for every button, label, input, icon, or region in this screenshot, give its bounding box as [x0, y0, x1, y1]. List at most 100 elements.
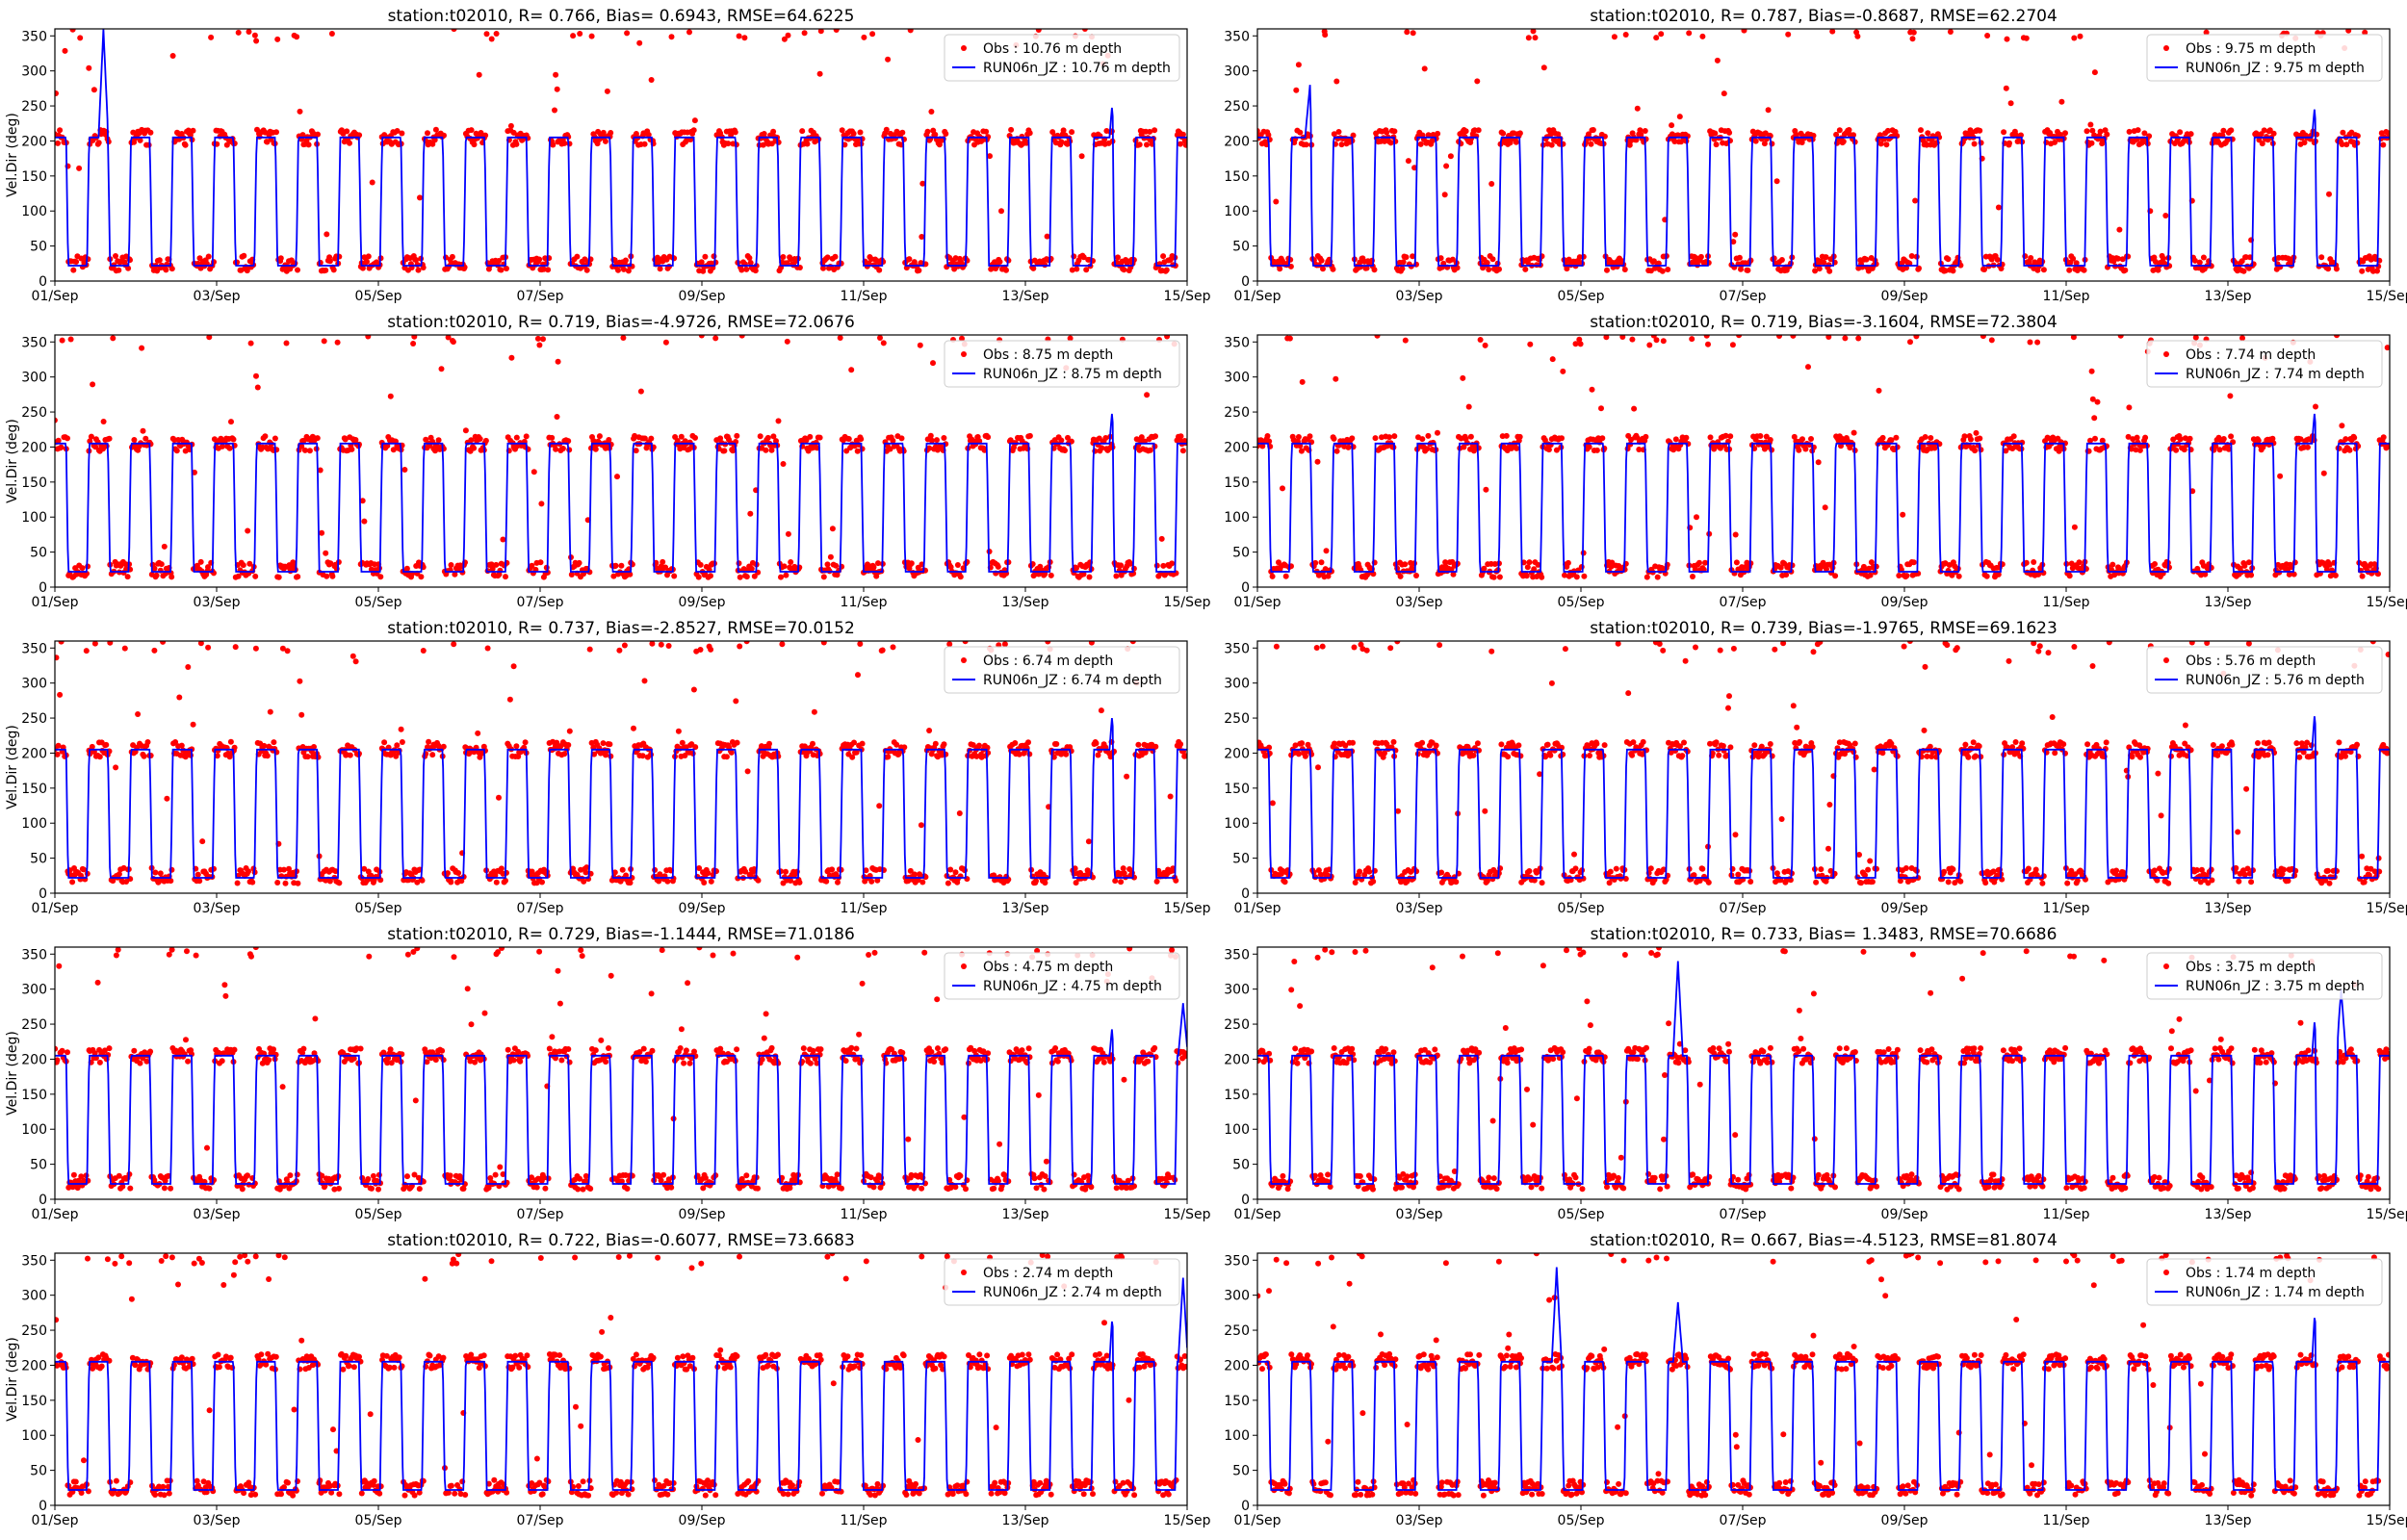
- obs-point: [2269, 435, 2276, 442]
- obs-point: [506, 696, 513, 703]
- obs-point: [1147, 128, 1153, 135]
- obs-point: [2225, 446, 2232, 452]
- obs-point: [816, 70, 823, 77]
- obs-point: [1580, 253, 1587, 260]
- obs-point: [796, 879, 803, 886]
- obs-point: [717, 435, 724, 442]
- obs-point: [413, 257, 419, 264]
- obs-point: [1058, 437, 1065, 444]
- obs-point: [1410, 253, 1416, 260]
- obs-point: [832, 253, 839, 260]
- obs-point: [763, 447, 769, 453]
- obs-point: [219, 443, 225, 449]
- obs-point: [1173, 877, 1179, 884]
- obs-point: [671, 255, 678, 262]
- obs-point: [157, 870, 164, 877]
- obs-point: [708, 646, 714, 653]
- obs-point: [742, 868, 749, 875]
- obs-point: [1349, 435, 1356, 442]
- obs-point: [214, 753, 220, 759]
- obs-point: [151, 565, 158, 572]
- obs-point: [89, 743, 95, 750]
- obs-point: [549, 434, 556, 441]
- obs-point: [1400, 259, 1407, 266]
- obs-point: [483, 31, 490, 38]
- obs-point: [55, 654, 60, 661]
- obs-point: [2104, 131, 2110, 138]
- obs-point: [1729, 342, 1736, 348]
- obs-point: [1160, 562, 1167, 569]
- obs-point: [1044, 233, 1050, 240]
- obs-point: [736, 33, 742, 39]
- obs-point: [816, 434, 823, 441]
- obs-point: [523, 433, 530, 440]
- y-tick-label: 100: [1224, 510, 1250, 526]
- obs-point: [1971, 141, 1978, 147]
- obs-point: [298, 711, 305, 718]
- obs-point: [764, 434, 771, 441]
- obs-point: [1111, 748, 1117, 755]
- subplot-title: station:t02010, R= 0.719, Bias=-3.1604, …: [1590, 313, 2058, 332]
- obs-point: [1475, 445, 1482, 451]
- obs-point: [1619, 335, 1626, 340]
- y-tick-label: 350: [21, 641, 47, 656]
- obs-point: [1178, 141, 1183, 147]
- obs-point: [399, 130, 405, 137]
- obs-point: [1517, 753, 1524, 759]
- obs-point: [196, 878, 203, 885]
- obs-point: [364, 258, 370, 265]
- obs-point: [837, 335, 843, 341]
- obs-point: [2081, 267, 2087, 273]
- obs-point: [1273, 198, 1280, 205]
- obs-point: [2023, 35, 2030, 41]
- obs-point: [330, 267, 337, 273]
- obs-point: [1627, 441, 1634, 448]
- obs-point: [665, 643, 672, 649]
- obs-point: [590, 438, 597, 444]
- obs-point: [2022, 253, 2029, 260]
- obs-point: [932, 131, 939, 138]
- obs-point: [540, 336, 546, 343]
- obs-point: [1135, 741, 1142, 748]
- obs-point: [369, 179, 375, 186]
- obs-point: [1653, 337, 1660, 344]
- obs-point: [498, 865, 505, 872]
- obs-point: [323, 550, 329, 556]
- obs-point: [1058, 139, 1065, 145]
- obs-point: [2083, 128, 2090, 135]
- obs-point: [645, 132, 652, 138]
- obs-point: [700, 268, 707, 274]
- obs-point: [608, 130, 614, 136]
- obs-point: [538, 500, 545, 507]
- obs-point: [658, 641, 664, 648]
- obs-point: [190, 721, 196, 728]
- obs-point: [1372, 435, 1379, 442]
- obs-point: [893, 741, 900, 748]
- obs-point: [417, 194, 423, 201]
- obs-point: [76, 165, 83, 171]
- legend-obs-marker: [2163, 45, 2169, 51]
- obs-point: [139, 345, 145, 351]
- obs-point: [450, 339, 456, 346]
- obs-point: [662, 339, 669, 346]
- obs-point: [899, 129, 906, 136]
- plot-area: [1257, 29, 2390, 274]
- y-tick-label: 0: [39, 580, 47, 596]
- obs-point: [1351, 644, 1358, 651]
- obs-point: [1081, 29, 1088, 32]
- obs-point: [1968, 436, 1974, 443]
- obs-point: [359, 498, 366, 504]
- obs-point: [280, 866, 287, 873]
- obs-point: [874, 877, 881, 884]
- obs-point: [553, 71, 559, 78]
- obs-point: [1980, 335, 1986, 340]
- obs-point: [1643, 433, 1649, 440]
- obs-point: [1532, 35, 1539, 41]
- obs-point: [1549, 356, 1556, 363]
- y-tick-label: 300: [21, 371, 47, 386]
- obs-point: [876, 267, 883, 273]
- obs-point: [1530, 29, 1537, 35]
- obs-point: [943, 131, 949, 137]
